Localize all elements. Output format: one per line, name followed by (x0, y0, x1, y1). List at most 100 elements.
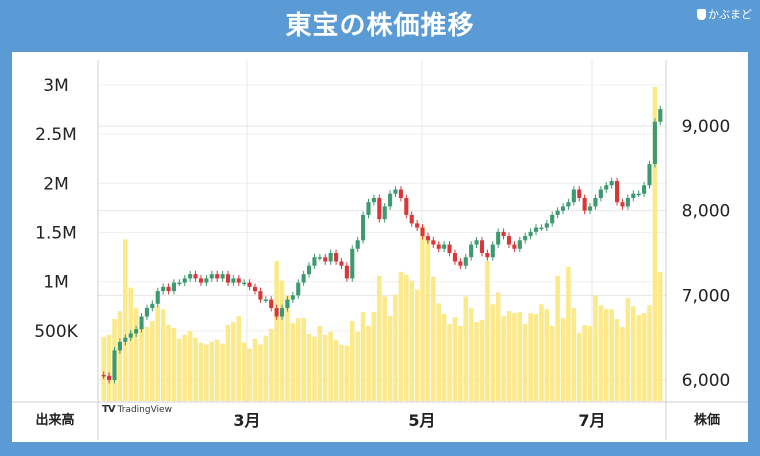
candle-body (312, 257, 317, 266)
candle-body (571, 189, 576, 203)
volume-bar (441, 314, 447, 401)
volume-bar (528, 313, 533, 401)
brand-name: かぶまど (708, 8, 752, 21)
candle-body (458, 261, 463, 266)
volume-bar (279, 280, 285, 401)
candle-body (134, 329, 139, 334)
candle-body (123, 337, 128, 342)
candle-body (339, 261, 344, 266)
volume-bar (463, 296, 469, 401)
candle-body (323, 257, 328, 262)
volume-bar (123, 239, 128, 401)
volume-bar (166, 324, 171, 401)
volume-bar (144, 326, 150, 401)
volume-bar (425, 239, 431, 401)
volume-bar (609, 309, 614, 401)
volume-bar (366, 325, 371, 401)
candle-body (539, 227, 544, 230)
volume-bar (204, 344, 209, 401)
volume-tick-label: 1M (43, 273, 68, 293)
volume-bar (571, 308, 577, 401)
candle-body (344, 265, 349, 279)
candle-body (658, 109, 663, 122)
volume-bar (549, 325, 555, 401)
volume-bar (652, 86, 658, 401)
volume-tick-label: 2.5M (35, 125, 77, 145)
candle-body (296, 282, 301, 296)
candle-body (647, 164, 652, 186)
volume-bar (128, 287, 133, 401)
candle-body (463, 257, 468, 266)
volume-bar (614, 319, 620, 401)
candle-body (242, 282, 247, 285)
candle-body (431, 240, 436, 245)
volume-bar (512, 313, 517, 401)
volume-bar (295, 318, 301, 401)
volume-bar (625, 298, 631, 401)
candle-body (177, 282, 182, 285)
candle-body (452, 253, 458, 262)
volume-bar (301, 318, 306, 401)
volume-bar (290, 322, 296, 401)
candle-body (144, 308, 149, 317)
price-tick-label: 9,000 (682, 117, 731, 137)
candle-body (436, 244, 441, 249)
volume-tick-label: 1.5M (35, 224, 77, 244)
candle-body (404, 197, 409, 215)
volume-bar (539, 304, 544, 401)
candle-body (447, 244, 452, 253)
candle-body (285, 299, 290, 309)
volume-bar (382, 296, 387, 401)
candle-body (506, 236, 512, 245)
candle-body (550, 214, 555, 224)
volume-bar (409, 280, 414, 401)
candle-body (290, 295, 295, 300)
volume-tick-label: 500K (34, 322, 78, 342)
volume-bar (490, 304, 496, 401)
volume-bar (360, 312, 366, 401)
x-tick-label: 7月 (578, 411, 605, 430)
candle-body (188, 274, 193, 279)
candle-body (636, 193, 641, 196)
page-title: 東宝の株価推移 (285, 11, 475, 41)
volume-bar (506, 311, 512, 401)
volume-bar (431, 276, 436, 401)
candle-body (215, 274, 220, 279)
candle-body (620, 202, 625, 207)
tradingview-text: TradingView (117, 404, 172, 415)
candle-body (490, 244, 495, 258)
volume-bar (306, 333, 312, 401)
volume-tick-label: 3M (43, 76, 68, 96)
candle-body (587, 206, 593, 211)
candle-body (193, 274, 198, 279)
candle-body (209, 274, 214, 279)
candle-body (377, 197, 382, 220)
candle-body (533, 227, 539, 232)
brand-icon (697, 8, 706, 20)
candle-body (128, 333, 133, 338)
candle-body (231, 278, 236, 283)
volume-bar (495, 292, 501, 401)
volume-tick-label: 2M (43, 174, 68, 194)
volume-bar (377, 275, 382, 401)
tradingview-credit: TV TradingView (102, 404, 172, 415)
candle-body (334, 253, 339, 262)
candle-body (625, 197, 630, 207)
volume-bar (398, 271, 404, 401)
volume-bar (209, 341, 215, 401)
candle-body (263, 299, 268, 302)
candle-body (382, 206, 387, 220)
candle-body (566, 202, 571, 207)
volume-bar (560, 318, 566, 401)
volume-bar (420, 226, 425, 401)
volume-bar (641, 313, 647, 401)
candle-body (107, 375, 112, 380)
volume-bar (501, 316, 506, 401)
volume-bar (620, 326, 625, 401)
candle-body (652, 121, 657, 165)
candle-body (171, 282, 177, 292)
volume-bar (236, 316, 242, 401)
price-axis-label: 株価 (693, 413, 720, 428)
